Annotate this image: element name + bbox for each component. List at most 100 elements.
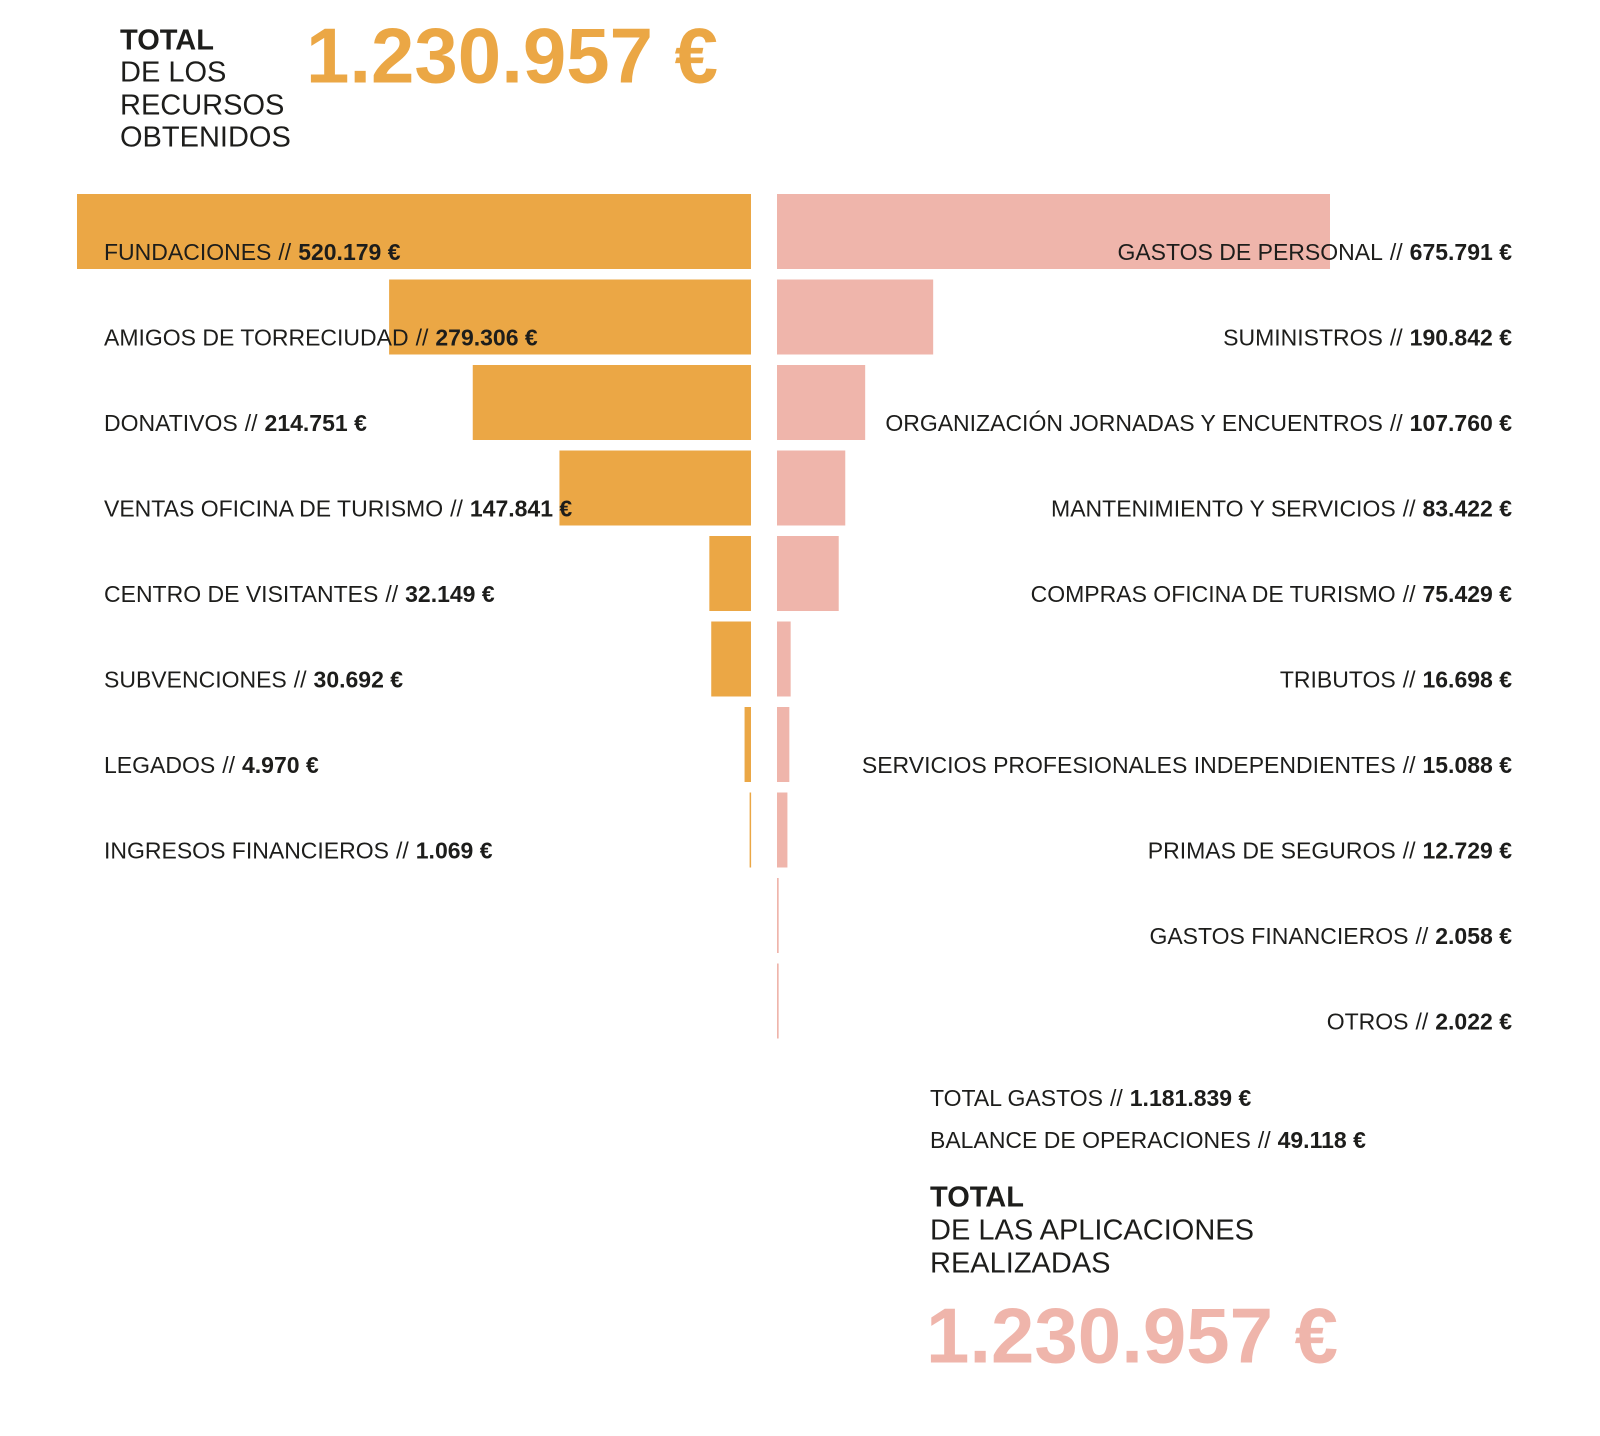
bar-label: COMPRAS OFICINA DE TURISMO //75.429 €	[1031, 581, 1513, 607]
applications-subtitle: REALIZADAS	[930, 1248, 1111, 1280]
bar	[559, 450, 751, 526]
label-part: TOTAL GASTOS	[930, 1085, 1103, 1111]
value-label: 214.751 €	[265, 410, 368, 436]
label-part: VENTAS OFICINA DE TURISMO	[104, 496, 443, 522]
bar	[744, 707, 751, 782]
bar-label: INGRESOS FINANCIEROS // 1.069 €	[104, 838, 493, 864]
bar-label: SERVICIOS PROFESIONALES INDEPENDIENTES //…	[862, 752, 1512, 778]
bar-label: GASTOS DE PERSONAL // 675.791 €	[1117, 239, 1512, 265]
value-label: 147.841 €	[470, 496, 573, 522]
label-part: //	[1390, 325, 1403, 351]
bar	[749, 792, 752, 868]
label-part: INGRESOS FINANCIEROS	[104, 838, 389, 864]
value-label: 75.429 €	[1422, 581, 1512, 607]
bar	[777, 707, 790, 782]
resources-subtitle: RECURSOS	[120, 90, 284, 122]
bar	[777, 792, 788, 868]
label-part: //	[396, 838, 409, 864]
bar	[77, 194, 751, 269]
label-part: //	[1403, 581, 1416, 607]
label-part: SUBVENCIONES	[104, 667, 287, 693]
value-label: 83.422 €	[1422, 496, 1512, 522]
label-part: //	[1110, 1085, 1123, 1111]
label-part: //	[385, 581, 398, 607]
label-part: //	[278, 239, 291, 265]
applications-heading: TOTAL	[930, 1182, 1024, 1214]
label-part: //	[1403, 752, 1416, 778]
label-part: SERVICIOS PROFESIONALES INDEPENDIENTES	[862, 752, 1396, 778]
value-label: 520.179 €	[298, 239, 401, 265]
value-label: 16.698 €	[1422, 667, 1512, 693]
label-part: CENTRO DE VISITANTES	[104, 581, 378, 607]
label-part: BALANCE DE OPERACIONES	[930, 1127, 1251, 1153]
bar-label: AMIGOS DE TORRECIUDAD //279.306 €	[104, 325, 538, 351]
label-part: //	[1390, 239, 1403, 265]
label-part: FUNDACIONES	[104, 239, 271, 265]
label-part: //	[416, 325, 429, 351]
label-part: //	[294, 667, 307, 693]
label-part: //	[1403, 667, 1416, 693]
applications-subtitle: DE LAS APLICACIONES	[930, 1215, 1254, 1247]
bar-label: TOTAL GASTOS // 1.181.839 €	[930, 1085, 1251, 1111]
resources-subtitle: OBTENIDOS	[120, 122, 291, 154]
label-part: PRIMAS DE SEGUROS	[1148, 838, 1396, 864]
value-label: 1.181.839 €	[1130, 1085, 1252, 1111]
label-part: SUMINISTROS	[1223, 325, 1383, 351]
bar	[777, 621, 791, 697]
bar	[472, 365, 751, 440]
label-part: COMPRAS OFICINA DE TURISMO	[1031, 581, 1396, 607]
value-label: 279.306 €	[435, 325, 538, 351]
bar-label: OTROS// 2.022 €	[1327, 1009, 1513, 1035]
label-part: ORGANIZACIÓN JORNADAS Y ENCUENTROS	[885, 410, 1383, 436]
label-part: //	[245, 410, 258, 436]
value-label: 12.729 €	[1422, 838, 1512, 864]
bar	[389, 279, 751, 355]
bar-label: GASTOS FINANCIEROS // 2.058 €	[1149, 923, 1512, 949]
value-label: 1.069 €	[416, 838, 493, 864]
bar	[777, 878, 779, 953]
bar-label: CENTRO DE VISITANTES // 32.149 €	[104, 581, 495, 607]
label-part: GASTOS DE PERSONAL	[1117, 239, 1383, 265]
bar-label: ORGANIZACIÓN JORNADAS Y ENCUENTROS // 107.…	[885, 410, 1512, 436]
label-part: MANTENIMIENTO Y SERVICIOS	[1051, 496, 1396, 522]
bar	[777, 450, 846, 526]
label-part: //	[1403, 496, 1416, 522]
value-label: 30.692 €	[314, 667, 404, 693]
label-part: DONATIVOS	[104, 410, 238, 436]
resources-subtitle: DE LOS	[120, 57, 226, 89]
bar-label: VENTAS OFICINA DE TURISMO // 147.841 €	[104, 496, 572, 522]
bar	[711, 621, 751, 697]
label-part: //	[450, 496, 463, 522]
value-label: 190.842 €	[1410, 325, 1513, 351]
bar-label: DONATIVOS // 214.751 €	[104, 410, 367, 436]
value-label: 2.022 €	[1435, 1009, 1512, 1035]
value-label: 2.058 €	[1435, 923, 1512, 949]
bar	[777, 279, 934, 355]
value-label: 32.149 €	[405, 581, 495, 607]
bar	[777, 365, 866, 440]
bar-label: SUBVENCIONES // 30.692 €	[104, 667, 403, 693]
label-part: //	[1415, 923, 1428, 949]
bar-label: LEGADOS // 4.970 €	[104, 752, 319, 778]
label-part: OTROS	[1327, 1009, 1409, 1035]
label-part: TRIBUTOS	[1280, 667, 1396, 693]
resources-total: 1.230.957 €	[306, 12, 718, 100]
bar-label: SUMINISTROS // 190.842 €	[1223, 325, 1512, 351]
label-part: //	[1403, 838, 1416, 864]
value-label: 107.760 €	[1410, 410, 1513, 436]
resources-heading: TOTAL	[120, 25, 214, 57]
value-label: 4.970 €	[242, 752, 319, 778]
bar	[777, 536, 839, 611]
label-part: //	[1415, 1009, 1428, 1035]
bar-label: MANTENIMIENTO Y SERVICIOS //83.422 €	[1051, 496, 1512, 522]
value-label: 15.088 €	[1422, 752, 1512, 778]
applications-total: 1.230.957 €	[926, 1292, 1338, 1380]
value-label: 49.118 €	[1278, 1127, 1366, 1153]
bar-label: BALANCE DE OPERACIONES // 49.118 €	[930, 1127, 1366, 1153]
value-label: 675.791 €	[1410, 239, 1513, 265]
label-part: //	[1258, 1127, 1271, 1153]
label-part: AMIGOS DE TORRECIUDAD	[104, 325, 409, 351]
label-part: //	[1390, 410, 1403, 436]
bar-label: PRIMAS DE SEGUROS //12.729 €	[1148, 838, 1512, 864]
label-part: LEGADOS	[104, 752, 215, 778]
